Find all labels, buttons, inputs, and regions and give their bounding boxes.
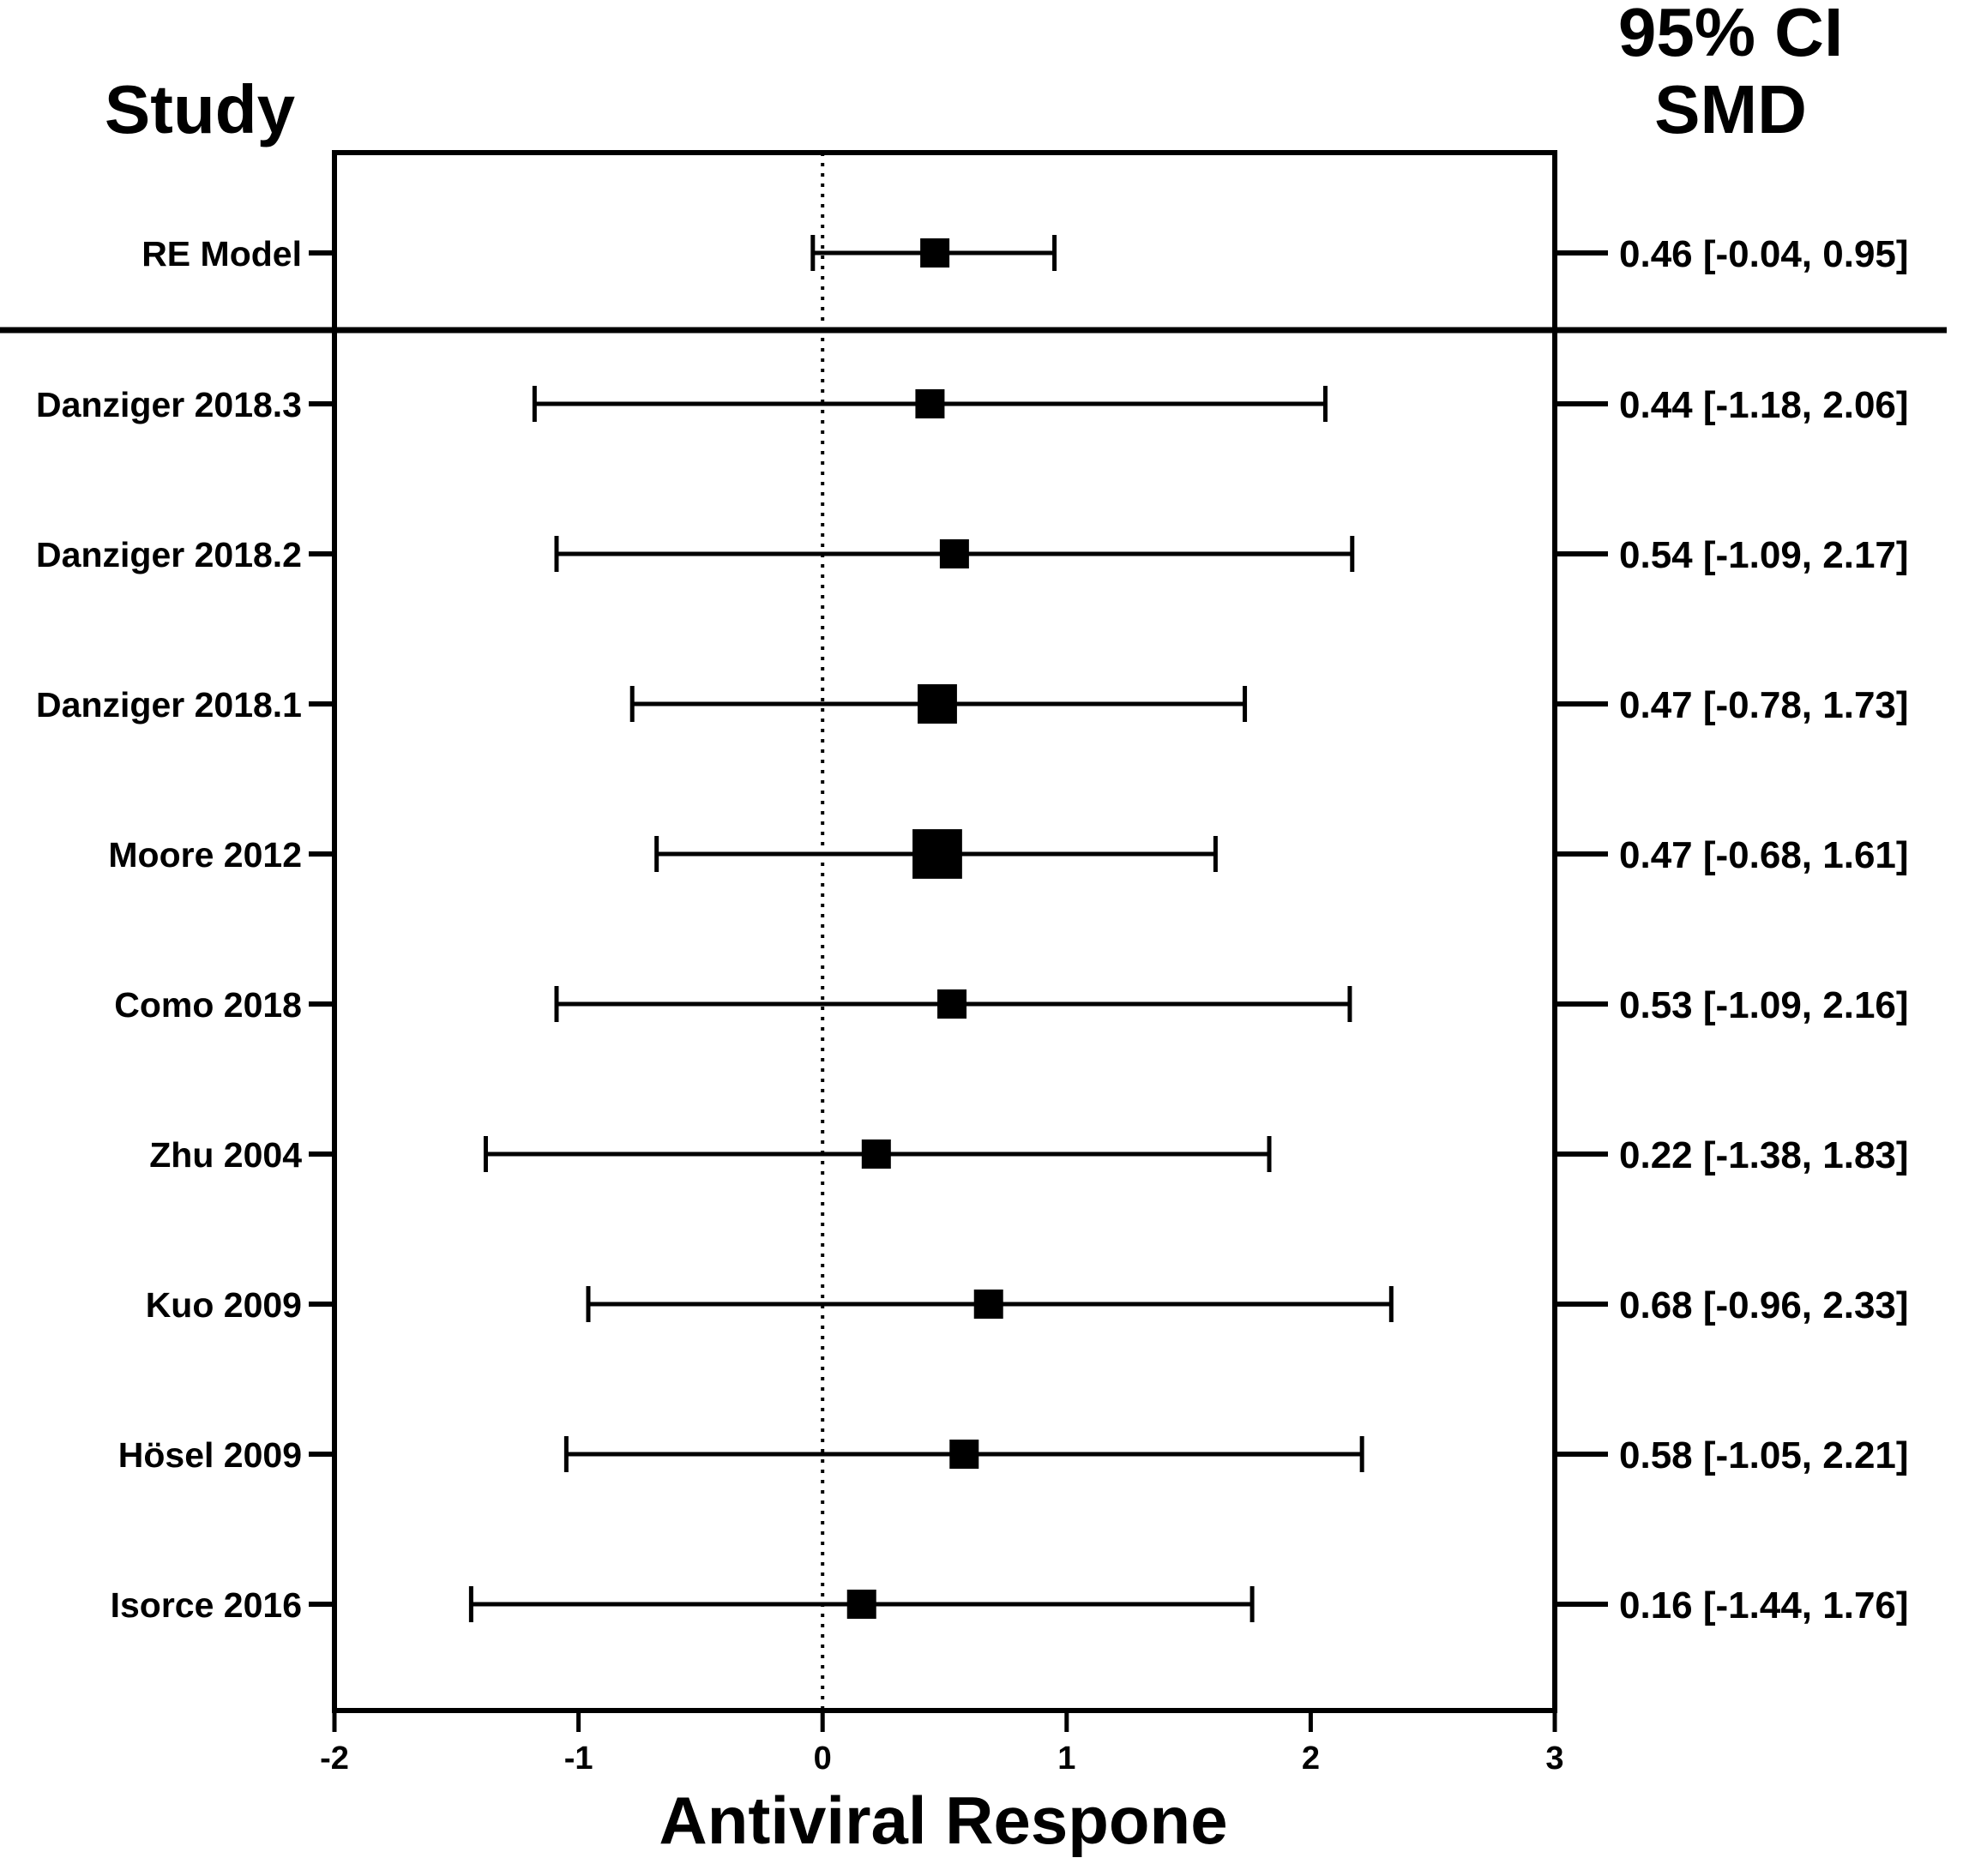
point-estimate <box>937 989 967 1019</box>
ci-text: 0.44 [-1.18, 2.06] <box>1619 384 1909 426</box>
study-label: Zhu 2004 <box>149 1135 302 1175</box>
row-isorce-2016: Isorce 2016 0.16 [-1.44, 1.76] <box>111 1584 1909 1626</box>
study-label: Kuo 2009 <box>146 1285 302 1325</box>
study-header: Study <box>105 71 296 147</box>
ci-text: 0.53 [-1.09, 2.16] <box>1619 984 1909 1026</box>
x-tick-label: 3 <box>1545 1741 1563 1777</box>
x-tick-label: 0 <box>814 1741 832 1777</box>
ci-header-line2: SMD <box>1654 71 1807 147</box>
study-label: Como 2018 <box>114 985 302 1025</box>
ci-text: 0.54 [-1.09, 2.17] <box>1619 534 1909 576</box>
x-tick-label: -2 <box>320 1741 349 1777</box>
study-label: Danziger 2018.3 <box>36 385 302 424</box>
ci-text: 0.22 [-1.38, 1.83] <box>1619 1134 1909 1176</box>
row-moore-2012: Moore 2012 0.47 [-0.68, 1.61] <box>108 829 1909 879</box>
ci-text: 0.58 [-1.05, 2.21] <box>1619 1434 1909 1476</box>
study-label: Hösel 2009 <box>118 1435 302 1475</box>
plot-frame <box>332 150 1557 1713</box>
x-tick-label: 2 <box>1302 1741 1320 1777</box>
row-danziger-2018-3: Danziger 2018.3 0.44 [-1.18, 2.06] <box>36 384 1909 426</box>
ci-text: 0.16 [-1.44, 1.76] <box>1619 1584 1909 1626</box>
x-tick-label: -1 <box>564 1741 593 1777</box>
point-estimate <box>915 389 945 418</box>
ci-text: 0.47 [-0.78, 1.73] <box>1619 684 1909 726</box>
x-tick-label: 1 <box>1057 1741 1075 1777</box>
point-estimate <box>973 1290 1003 1319</box>
point-estimate <box>846 1590 876 1619</box>
ci-header-line1: 95% CI <box>1618 0 1843 70</box>
ci-text: 0.68 [-0.96, 2.33] <box>1619 1284 1909 1326</box>
point-estimate <box>912 829 962 879</box>
point-estimate <box>918 684 957 724</box>
point-estimate <box>861 1139 891 1169</box>
row-kuo-2009: Kuo 2009 0.68 [-0.96, 2.33] <box>146 1284 1909 1326</box>
study-label: Isorce 2016 <box>111 1585 302 1625</box>
row-h-sel-2009: Hösel 2009 0.58 [-1.05, 2.21] <box>118 1434 1909 1476</box>
study-label: Moore 2012 <box>108 835 302 875</box>
study-label: RE Model <box>142 234 302 274</box>
row-danziger-2018-1: Danziger 2018.1 0.47 [-0.78, 1.73] <box>36 684 1909 726</box>
ci-text: 0.47 [-0.68, 1.61] <box>1619 834 1909 876</box>
point-estimate <box>939 539 969 568</box>
study-label: Danziger 2018.1 <box>36 685 302 725</box>
row-danziger-2018-2: Danziger 2018.2 0.54 [-1.09, 2.17] <box>36 534 1909 576</box>
row-zhu-2004: Zhu 2004 0.22 [-1.38, 1.83] <box>149 1134 1908 1176</box>
point-estimate <box>949 1440 979 1469</box>
x-axis-label: Antiviral Respone <box>659 1783 1227 1858</box>
ci-text: 0.46 [-0.04, 0.95] <box>1619 233 1909 275</box>
point-estimate <box>920 238 950 268</box>
row-como-2018: Como 2018 0.53 [-1.09, 2.16] <box>114 984 1908 1026</box>
row-summary: RE Model 0.46 [-0.04, 0.95] <box>142 233 1908 275</box>
study-label: Danziger 2018.2 <box>36 535 302 574</box>
